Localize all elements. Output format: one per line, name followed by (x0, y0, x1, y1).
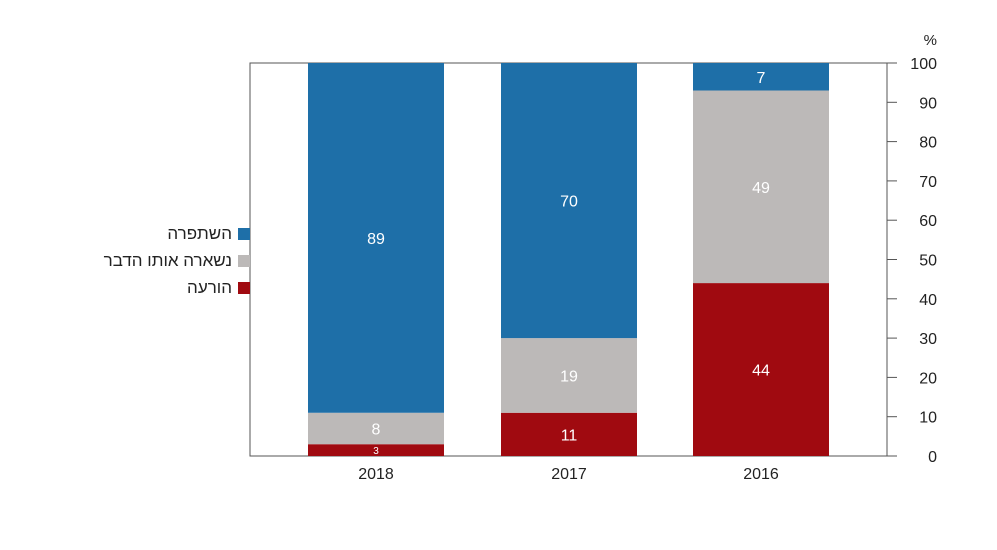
data-label: 70 (560, 194, 578, 211)
bar-2018-series-0 (308, 444, 444, 456)
data-label: 8 (372, 421, 381, 438)
y-tick-label: 80 (919, 135, 937, 152)
legend-item: השתפרה (30, 220, 250, 247)
bar-2016-series-1 (693, 90, 829, 284)
bar-2017-series-2 (501, 63, 637, 339)
y-tick-label: 20 (919, 370, 937, 387)
y-tick-label: 60 (919, 213, 937, 230)
data-label: 7 (757, 70, 766, 87)
legend-item: נשארה אותו הדבר (30, 247, 250, 274)
y-tick-label: 40 (919, 292, 937, 309)
bar-2018-series-1 (308, 412, 444, 445)
legend-swatch (238, 254, 250, 267)
chart-legend: השתפרה נשארה אותו הדבר הורעה (30, 220, 250, 301)
legend-swatch (238, 227, 250, 240)
bar-2018-series-2 (308, 63, 444, 413)
data-label: 3 (373, 446, 379, 457)
legend-label: נשארה אותו הדבר (103, 250, 232, 270)
y-tick-label: 70 (919, 174, 937, 191)
y-axis-unit: % (924, 32, 937, 49)
y-tick-label: 90 (919, 95, 937, 112)
data-label: 89 (367, 231, 385, 248)
legend-item: הורעה (30, 274, 250, 301)
data-label: 44 (752, 363, 770, 380)
bar-2017-series-0 (501, 412, 637, 456)
x-tick-label: 2017 (551, 466, 587, 483)
y-tick-label: 50 (919, 253, 937, 270)
legend-label: השתפרה (167, 223, 232, 243)
y-tick-label: 30 (919, 331, 937, 348)
x-tick-label: 2016 (743, 466, 779, 483)
x-tick-label: 2018 (358, 466, 394, 483)
bar-2016-series-2 (693, 63, 829, 91)
data-label: 19 (560, 368, 578, 385)
y-tick-label: 100 (910, 56, 937, 73)
bar-2016-series-0 (693, 283, 829, 456)
legend-swatch (238, 281, 250, 294)
y-tick-label: 0 (928, 449, 937, 466)
bar-2017-series-1 (501, 338, 637, 413)
legend-label: הורעה (187, 277, 232, 297)
y-tick-label: 10 (919, 410, 937, 427)
data-label: 49 (752, 180, 770, 197)
data-label: 11 (561, 427, 578, 444)
